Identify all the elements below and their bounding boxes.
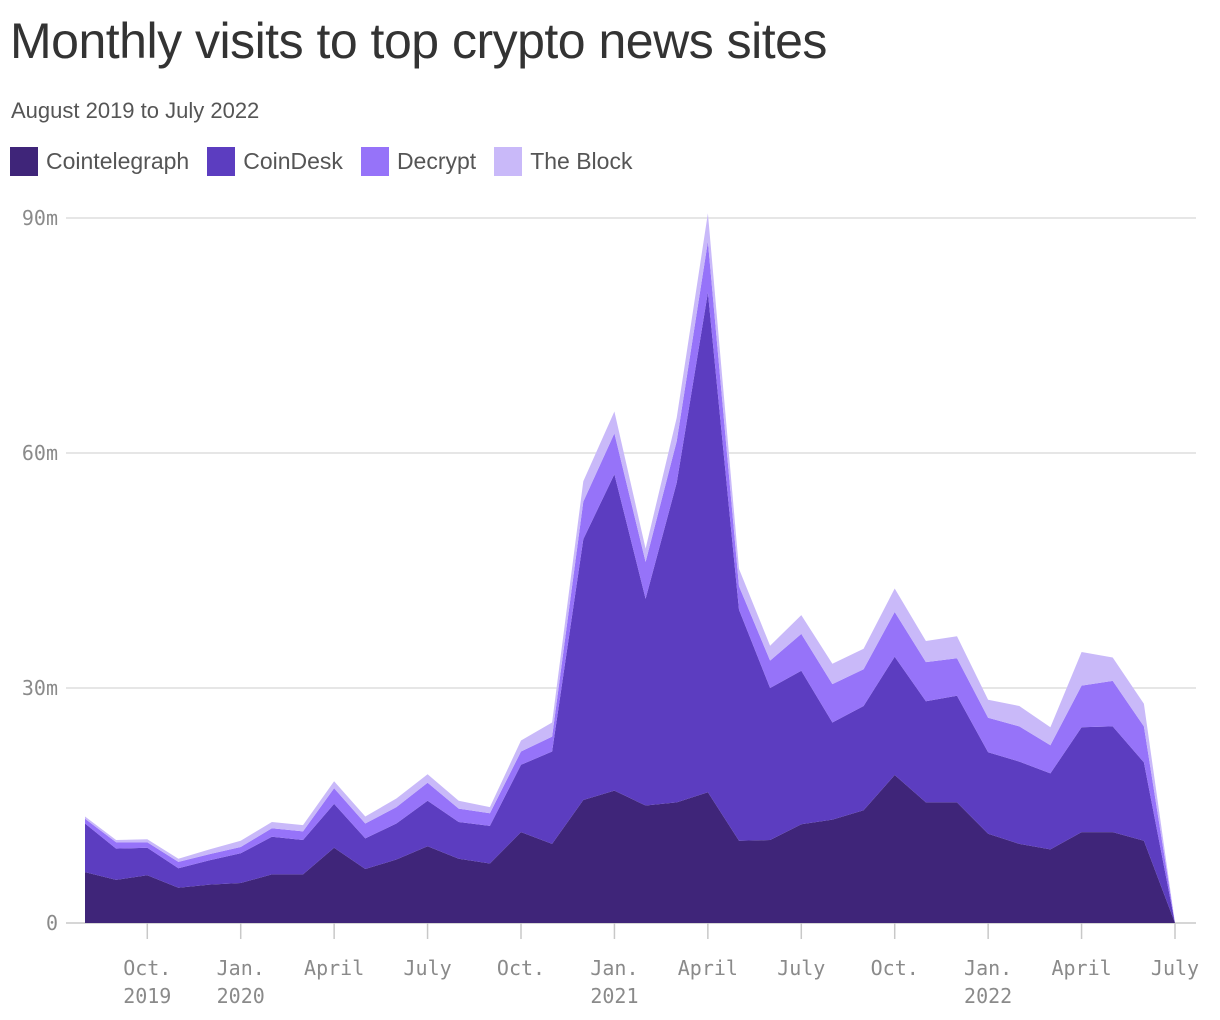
chart-title: Monthly visits to top crypto news sites: [10, 13, 827, 69]
x-tick-label: Jan.: [590, 956, 638, 980]
x-tick-year-label: 2021: [590, 984, 638, 1008]
chart-subtitle: August 2019 to July 2022: [11, 98, 260, 123]
legend: Cointelegraph CoinDesk Decrypt The Block: [10, 147, 632, 176]
area-coindesk: [85, 292, 1175, 923]
legend-item-cointelegraph: Cointelegraph: [10, 147, 189, 176]
x-tick-label: Oct.: [871, 956, 919, 980]
legend-swatch-coindesk: [207, 147, 236, 176]
x-tick-label: July: [1151, 956, 1199, 980]
x-tick-label: Oct.: [497, 956, 545, 980]
x-tick-label: July: [403, 956, 451, 980]
legend-item-decrypt: Decrypt: [360, 147, 477, 176]
legend-swatch-the-block: [494, 147, 523, 176]
series-areas: [85, 213, 1175, 924]
x-tick-label: Jan.: [217, 956, 265, 980]
x-tick-year-label: 2022: [964, 984, 1012, 1008]
x-tick-year-label: 2020: [217, 984, 265, 1008]
x-tick-label: July: [777, 956, 825, 980]
legend-label-cointelegraph: Cointelegraph: [46, 148, 190, 174]
y-tick-label: 0: [46, 911, 58, 935]
x-tick-label: Jan.: [964, 956, 1012, 980]
legend-item-coindesk: CoinDesk: [207, 147, 343, 176]
legend-swatch-decrypt: [360, 147, 389, 176]
x-tick-year-label: 2019: [123, 984, 171, 1008]
y-tick-label: 60m: [22, 441, 58, 465]
x-tick-label: April: [304, 956, 364, 980]
x-tick-label: April: [678, 956, 738, 980]
y-tick-label: 30m: [22, 676, 58, 700]
y-tick-label: 90m: [22, 206, 58, 230]
legend-label-coindesk: CoinDesk: [243, 148, 343, 174]
legend-label-the-block: The Block: [530, 148, 633, 174]
legend-label-decrypt: Decrypt: [396, 148, 477, 174]
area-cointelegraph: [85, 775, 1175, 923]
x-tick-label: Oct.: [123, 956, 171, 980]
axes: 0 30m 60m 90m Oct. 2019 Jan. 2020 April July Oct. J…: [22, 206, 1199, 1008]
legend-swatch-cointelegraph: [10, 147, 38, 176]
x-tick-label: April: [1051, 956, 1111, 980]
legend-item-the-block: The Block: [494, 147, 632, 176]
